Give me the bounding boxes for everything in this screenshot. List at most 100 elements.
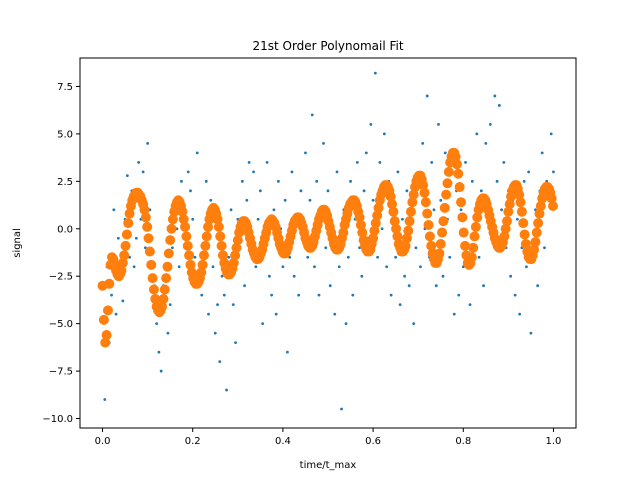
raw-point-125: [385, 265, 389, 269]
fit-point-313: [520, 238, 531, 249]
raw-point-188: [527, 170, 531, 174]
x-tick-label-4: 0.8: [455, 436, 471, 447]
fit-point-213: [385, 191, 396, 202]
raw-point-158: [459, 208, 463, 212]
fit-point-201: [369, 225, 380, 236]
raw-point-134: [405, 189, 409, 193]
raw-point-149: [439, 198, 443, 202]
fit-point-332: [546, 193, 557, 204]
raw-point-108: [346, 255, 350, 259]
fit-point-255: [442, 178, 453, 189]
raw-point-131: [398, 303, 402, 307]
raw-point-162: [468, 303, 472, 307]
fit-point-4: [102, 305, 113, 316]
raw-point-171: [488, 123, 492, 126]
raw-point-182: [513, 293, 517, 297]
fit-point-85: [212, 214, 223, 225]
plot-frame: [79, 57, 577, 429]
raw-point-107: [344, 322, 348, 326]
fit-point-77: [201, 231, 212, 242]
fit-point-38: [148, 284, 159, 295]
raw-point-30: [171, 246, 174, 250]
raw-point-173: [493, 94, 497, 98]
raw-point-37: [186, 170, 190, 174]
raw-point-80: [283, 198, 287, 202]
fit-point-49: [163, 248, 174, 259]
fit-point-300: [503, 206, 514, 217]
raw-point-89: [304, 151, 307, 155]
fit-point-214: [387, 199, 398, 210]
fit-point-310: [516, 206, 527, 217]
raw-point-23: [155, 322, 159, 326]
fit-point-52: [167, 214, 178, 225]
y-tick-label-0: −10.0: [42, 414, 73, 425]
raw-point-33: [177, 265, 181, 269]
fit-point-276: [470, 221, 481, 232]
raw-point-58: [234, 341, 237, 345]
fit-data-series: [97, 147, 558, 348]
raw-point-34: [180, 179, 183, 183]
fit-point-14: [116, 265, 127, 276]
fit-point-311: [518, 218, 529, 229]
x-axis-ticks: 0.0 0.2 0.4 0.6 0.8 1.0: [95, 428, 561, 447]
y-tick-label-1: −7.5: [49, 367, 73, 378]
fit-point-76: [200, 240, 211, 251]
fit-point-3: [101, 330, 112, 341]
raw-point-135: [407, 284, 411, 288]
fit-point-320: [530, 237, 541, 248]
raw-point-3: [110, 293, 113, 297]
fit-point-252: [438, 216, 449, 227]
fit-point-250: [435, 238, 446, 249]
fit-point-254: [441, 189, 452, 200]
raw-point-121: [376, 255, 379, 259]
fit-point-262: [451, 159, 462, 170]
fit-point-44: [157, 301, 168, 312]
raw-point-104: [337, 265, 341, 269]
fit-point-237: [418, 180, 429, 191]
raw-point-97: [322, 141, 325, 145]
raw-point-38: [189, 189, 192, 193]
fit-point-19: [123, 218, 134, 229]
x-axis-label: time/t_max: [300, 460, 357, 471]
raw-point-166: [477, 255, 481, 259]
fit-point-267: [458, 227, 469, 238]
raw-point-102: [333, 312, 337, 316]
raw-point-61: [240, 179, 244, 183]
raw-point-145: [430, 160, 434, 164]
raw-point-8: [121, 299, 125, 303]
fit-point-299: [502, 216, 513, 227]
raw-point-118: [369, 123, 373, 126]
fit-point-73: [196, 267, 207, 278]
raw-point-150: [441, 274, 445, 278]
fit-point-65: [185, 259, 196, 270]
raw-point-160: [464, 160, 467, 164]
fit-point-241: [423, 219, 434, 230]
fit-point-88: [216, 240, 227, 251]
raw-point-79: [281, 265, 285, 269]
fit-point-39: [150, 293, 161, 304]
raw-point-43: [200, 293, 204, 297]
raw-point-91: [308, 198, 312, 202]
raw-point-75: [272, 208, 276, 212]
raw-point-157: [457, 293, 461, 297]
fit-point-249: [434, 248, 445, 259]
fit-point-98: [230, 250, 241, 261]
raw-point-70: [261, 322, 265, 326]
fit-point-34: [143, 233, 154, 244]
fit-point-308: [514, 189, 525, 200]
y-tick-label-2: −5.0: [49, 319, 73, 330]
raw-point-163: [470, 179, 474, 183]
fit-point-2: [100, 337, 111, 348]
raw-point-100: [328, 284, 332, 288]
fit-point-204: [373, 202, 384, 213]
raw-point-132: [401, 217, 404, 221]
fit-point-242: [424, 231, 435, 242]
fit-point-227: [404, 216, 415, 227]
fit-point-321: [531, 227, 542, 238]
fit-point-63: [182, 240, 193, 251]
fit-point-200: [368, 233, 379, 244]
raw-point-92: [310, 113, 314, 117]
raw-point-146: [432, 208, 436, 212]
raw-point-155: [452, 312, 456, 316]
raw-point-133: [403, 274, 407, 278]
